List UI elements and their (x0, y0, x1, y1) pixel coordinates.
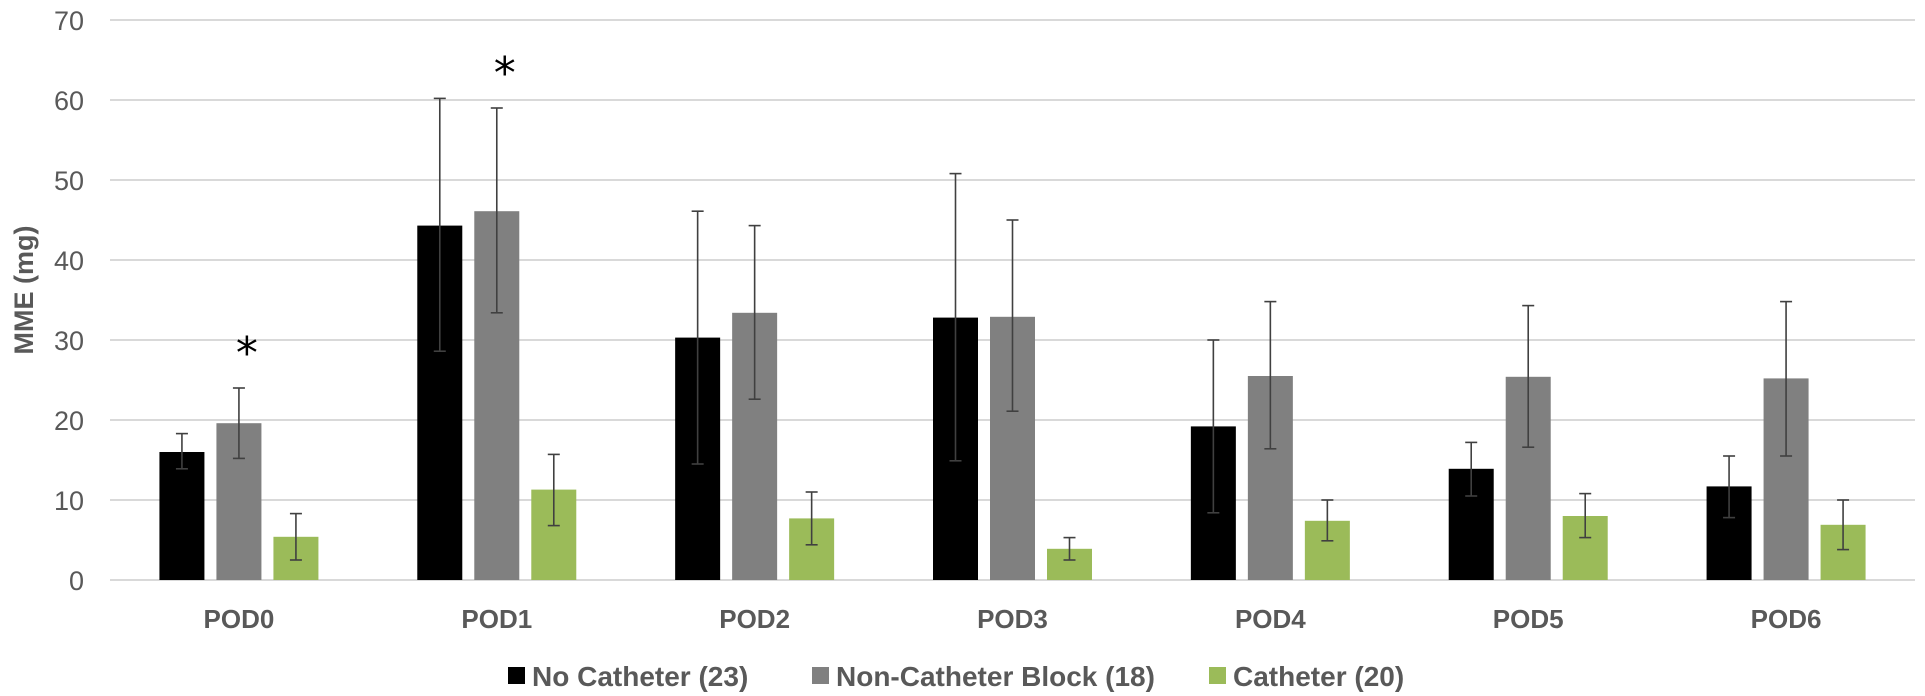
legend-label: Non-Catheter Block (18) (836, 661, 1155, 692)
legend: No Catheter (23) Non-Catheter Block (18) C… (508, 661, 1404, 692)
legend-swatch (1209, 667, 1226, 684)
legend-swatch (812, 667, 829, 684)
y-tick-label: 0 (69, 566, 84, 596)
y-tick-label: 20 (54, 406, 84, 436)
y-tick-label: 50 (54, 166, 84, 196)
significance-marker: * (494, 48, 516, 99)
x-tick-label: POD3 (977, 604, 1048, 634)
legend-label: No Catheter (23) (532, 661, 748, 692)
x-axis-categories: POD0 POD1 POD2 POD3 POD4 POD5 POD6 (204, 604, 1822, 634)
x-tick-label: POD1 (461, 604, 532, 634)
x-tick-label: POD6 (1751, 604, 1822, 634)
y-tick-label: 30 (54, 326, 84, 356)
annotations: ** (236, 48, 516, 379)
x-tick-label: POD5 (1493, 604, 1564, 634)
y-tick-label: 60 (54, 86, 84, 116)
legend-label: Catheter (20) (1233, 661, 1404, 692)
y-tick-label: 40 (54, 246, 84, 276)
y-tick-label: 10 (54, 486, 84, 516)
y-axis-ticks: 0 10 20 30 40 50 60 70 (54, 6, 84, 596)
significance-marker: * (236, 328, 258, 379)
y-tick-label: 70 (54, 6, 84, 36)
legend-swatch (508, 667, 525, 684)
x-tick-label: POD2 (719, 604, 790, 634)
x-tick-label: POD0 (204, 604, 275, 634)
y-axis-label: MME (mg) (9, 226, 39, 355)
x-tick-label: POD4 (1235, 604, 1306, 634)
bar (159, 452, 204, 580)
